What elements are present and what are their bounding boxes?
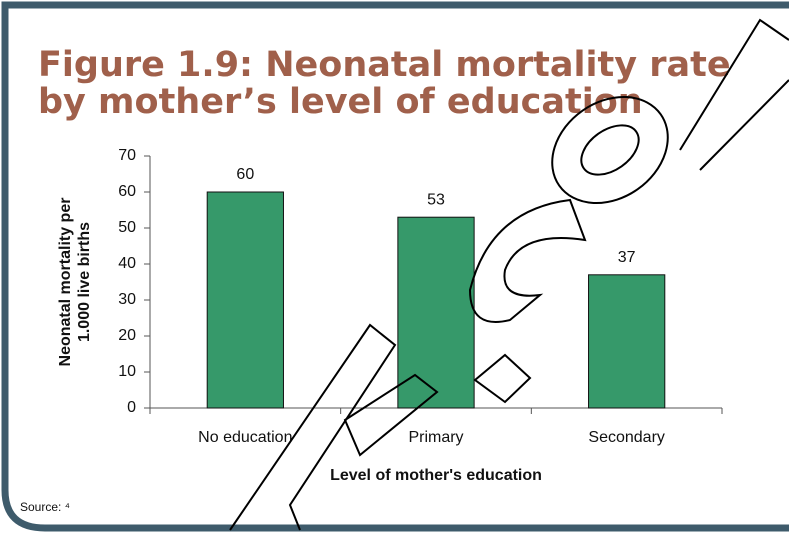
x-axis-label: Level of mother's education <box>330 467 542 484</box>
y-tick-label: 30 <box>118 291 136 308</box>
y-tick-label: 40 <box>118 255 136 272</box>
y-tick-label: 20 <box>118 327 136 344</box>
y-tick-label: 50 <box>118 219 136 236</box>
y-tick-label: 0 <box>127 399 136 416</box>
value-label: 37 <box>618 249 636 266</box>
bar <box>397 216 475 409</box>
watermark-stroke <box>580 124 640 176</box>
value-label: 60 <box>236 166 254 183</box>
y-tick-label: 10 <box>118 363 136 380</box>
y-axis-label-line: Neonatal mortality per <box>57 198 74 367</box>
y-tick-label: 70 <box>118 147 136 164</box>
value-label: 53 <box>427 191 445 208</box>
watermark-stroke <box>343 373 439 457</box>
x-tick-label: Secondary <box>588 429 665 446</box>
bar <box>588 274 666 409</box>
watermark-stroke <box>468 198 587 323</box>
bar <box>206 191 284 409</box>
source: Source: ⁴ <box>20 500 70 514</box>
watermark-stroke <box>473 353 532 404</box>
y-tick-label: 60 <box>118 183 136 200</box>
watermark-stroke <box>551 95 669 205</box>
x-tick-label: No education <box>198 429 292 446</box>
watermark-stroke <box>679 18 789 171</box>
y-axis-label: Neonatal mortality per 1.000 live births <box>57 198 93 367</box>
watermark <box>229 18 789 531</box>
x-tick-label: Primary <box>408 429 463 446</box>
chart-title: Figure 1.9: Neonatal mortality rate <box>38 45 731 85</box>
watermark-stroke <box>229 323 397 531</box>
y-axis-label-line: 1.000 live births <box>76 222 93 342</box>
chart-title: by mother’s level of education <box>38 82 643 122</box>
